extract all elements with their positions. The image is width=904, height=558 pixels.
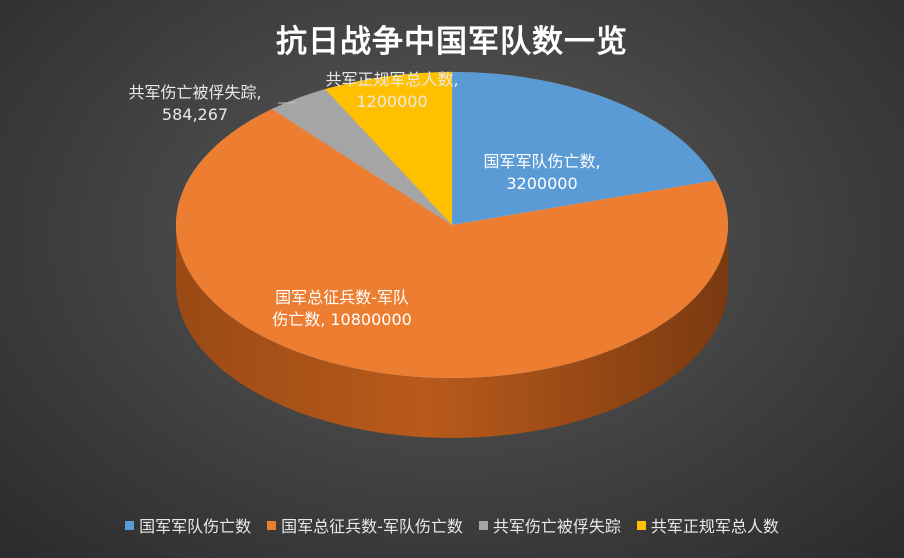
legend: 国军军队伤亡数 国军总征兵数-军队伤亡数 共军伤亡被俘失踪 共军正规军总人数 (0, 513, 904, 537)
data-label-4: 共军正规军总人数, 1200000 (325, 70, 458, 111)
legend-label: 国军总征兵数-军队伤亡数 (281, 517, 463, 536)
legend-swatch (478, 520, 488, 530)
legend-item-2: 国军总征兵数-军队伤亡数 (267, 513, 463, 537)
pie-side (176, 225, 728, 438)
legend-item-4: 共军正规军总人数 (636, 513, 779, 537)
chart-title: 抗日战争中国军队数一览 (276, 24, 628, 60)
pie-slice-1 (451, 71, 717, 226)
pie-slice-4 (324, 71, 453, 226)
legend-swatch (125, 520, 135, 530)
legend-swatch (267, 520, 277, 530)
legend-swatch (636, 520, 646, 530)
pie-chart: 国军军队伤亡数, 3200000 国军总征兵数-军队伤亡数, 10800000 共军伤… (128, 70, 729, 438)
data-label-1: 国军军队伤亡数, 3200000 (483, 152, 600, 193)
leader-line (278, 101, 296, 104)
legend-label: 共军正规军总人数 (650, 517, 779, 536)
data-label-3: 共军伤亡被俘失踪, 584,267 (128, 83, 261, 124)
legend-item-1: 国军军队伤亡数 (125, 513, 251, 537)
legend-label: 共军伤亡被俘失踪 (492, 517, 621, 536)
pie-slice-3 (271, 88, 453, 226)
data-label-2: 国军总征兵数-军队伤亡数, 10800000 (272, 288, 412, 329)
legend-item-3: 共军伤亡被俘失踪 (478, 513, 621, 537)
pie-slice-2 (175, 108, 729, 379)
legend-label: 国军军队伤亡数 (139, 517, 252, 536)
pie-side-wall (176, 225, 728, 438)
